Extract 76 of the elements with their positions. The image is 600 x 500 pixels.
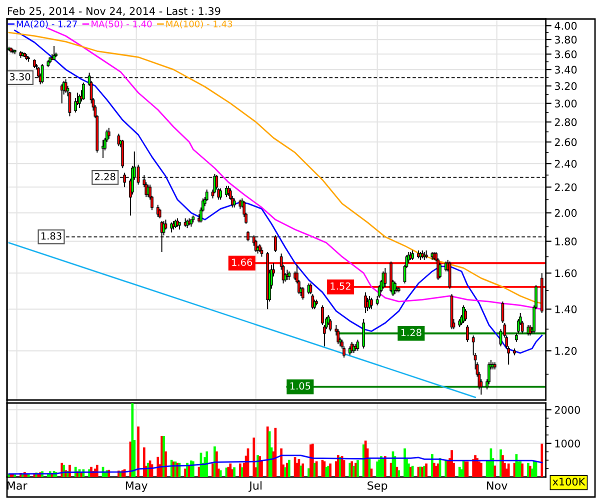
candlestick [254, 239, 258, 252]
bar [507, 464, 510, 477]
x-tick-label: May [126, 482, 148, 492]
bar [252, 438, 256, 477]
candlestick [78, 94, 81, 108]
x-tick-label: Sep [368, 481, 388, 492]
candlestick [107, 127, 110, 140]
bar [356, 460, 359, 477]
candlestick [438, 262, 442, 279]
bar [229, 464, 232, 477]
y-tick-label: 1000 [555, 440, 580, 448]
ref-line-label: 1.28 [401, 328, 422, 336]
candlestick [370, 297, 373, 310]
ref-line-label: 1.52 [330, 282, 350, 290]
candlestick [246, 230, 250, 242]
bar [396, 466, 398, 477]
ref-line-label: 1.66 [232, 258, 252, 266]
bar [215, 451, 218, 477]
y-tick-label: 2.00 [554, 209, 577, 217]
bar [540, 444, 544, 477]
bar [280, 448, 282, 477]
candlestick [219, 188, 222, 200]
y-tick-label: 2.80 [554, 118, 577, 126]
bar [164, 451, 167, 477]
chart-title: Feb 25, 2014 - Nov 24, 2014 - Last : 1.39 [8, 6, 220, 16]
y-tick-label: 2.60 [554, 138, 577, 146]
bar [239, 464, 242, 477]
x-tick-label: Mar [7, 482, 28, 490]
ref-line-label: 3.30 [10, 73, 30, 80]
candlestick [466, 324, 469, 342]
legend-label: MA(100) - 1.43 [166, 20, 232, 28]
bar [142, 447, 146, 477]
y-tick-label: 3.40 [554, 66, 577, 74]
candlestick [501, 301, 504, 324]
y-tick-label: 1.40 [555, 305, 577, 314]
candlestick [123, 172, 126, 188]
bar [206, 451, 208, 477]
bar [137, 426, 140, 477]
ref-line-label: 2.28 [95, 172, 116, 180]
candlestick [348, 346, 352, 356]
y-tick-label: 1.80 [555, 238, 577, 246]
candlestick [274, 234, 277, 252]
bar [521, 464, 524, 477]
y-tick-label: 2.20 [554, 183, 577, 192]
ref-line-label: 1.83 [41, 232, 62, 240]
candlestick [260, 246, 264, 258]
candlestick [328, 318, 332, 332]
y-tick-label: 2.40 [554, 160, 577, 168]
bar [398, 470, 400, 477]
candlestick [362, 318, 366, 350]
y-tick-label: 3.60 [554, 50, 577, 58]
bar [288, 460, 290, 477]
y-tick-label: 3.20 [554, 82, 577, 90]
bar [494, 466, 496, 477]
ref-line-label: 1.05 [290, 382, 310, 390]
legend-label: MA(20) - 1.27 [16, 20, 77, 28]
candlestick [321, 304, 324, 326]
x-tick-label: Jul [248, 481, 262, 492]
line-series [8, 454, 543, 475]
bar [131, 403, 134, 477]
y-tick-label: 1.60 [555, 269, 577, 278]
y-tick-label: 3.80 [554, 36, 577, 44]
y-tick-label: 4.00 [554, 22, 577, 30]
y-tick-label: 2000 [554, 406, 580, 414]
candlestick [82, 82, 85, 100]
bar [260, 460, 263, 477]
x-tick-label: Nov [487, 482, 508, 490]
y-tick-label: 3.00 [554, 100, 577, 108]
y-tick-label: 1.20 [555, 346, 577, 355]
y-axis-title: x100K [552, 478, 586, 486]
candlestick [232, 198, 236, 208]
candlestick [464, 308, 467, 322]
candlestick [336, 328, 340, 345]
candlestick [158, 208, 162, 219]
bar [450, 450, 453, 477]
legend-label: MA(50) - 1.40 [92, 20, 152, 28]
